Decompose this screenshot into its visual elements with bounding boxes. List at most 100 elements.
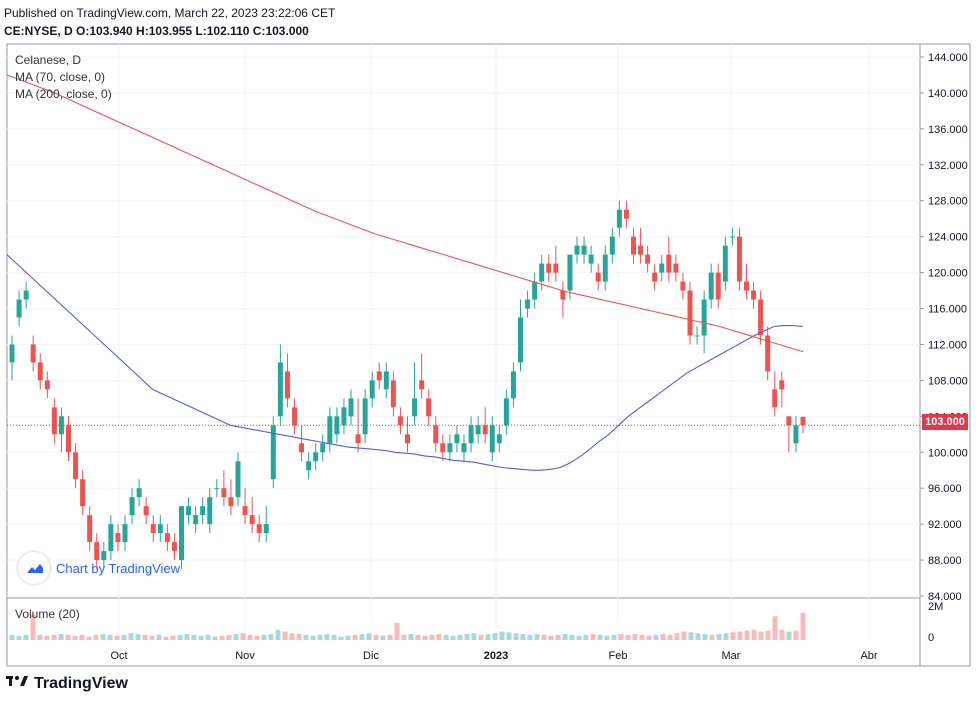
candle-body: [51, 407, 57, 435]
volume-bar: [569, 634, 575, 640]
chart-legend: Celanese, D MA (70, close, 0) MA (200, c…: [15, 52, 112, 103]
candle-body: [631, 236, 636, 255]
volume-bar: [464, 634, 470, 640]
candle-body: [369, 380, 375, 399]
volume-bar: [275, 629, 281, 640]
candle-body: [503, 398, 509, 426]
volume-bar: [415, 634, 421, 640]
candle-body: [595, 272, 601, 282]
volume-tick-label: 2M: [928, 601, 943, 613]
ma200-legend: MA (200, close, 0): [15, 87, 112, 101]
volume-bar: [86, 636, 92, 640]
candle-body: [510, 371, 516, 399]
candle-body: [249, 515, 255, 525]
volume-bar: [135, 634, 141, 640]
candle-body: [397, 416, 403, 426]
volume-bar: [156, 634, 162, 640]
candle-body: [30, 344, 36, 363]
volume-bar: [37, 634, 43, 640]
candle-body: [800, 416, 806, 426]
candle-body: [221, 488, 227, 498]
volume-bar: [688, 632, 694, 640]
footer-brand[interactable]: TradingView: [6, 674, 128, 693]
volume-bar: [744, 630, 750, 640]
candle-body: [461, 443, 467, 453]
candle-body: [66, 425, 71, 453]
candle-body: [80, 479, 86, 507]
volume-bar: [562, 634, 568, 640]
volume-bar: [149, 635, 155, 640]
candle-body: [200, 506, 206, 516]
cloud-icon: [18, 552, 50, 584]
volume-bar: [16, 635, 22, 640]
candle-body: [292, 407, 297, 426]
candle-body: [171, 542, 177, 552]
volume-bar: [93, 634, 99, 640]
last-price-tag: 103.000: [922, 414, 968, 430]
candle-body: [729, 236, 735, 238]
candle-body: [37, 362, 43, 381]
volume-bar: [478, 634, 484, 640]
volume-bar: [170, 635, 176, 640]
candle-body: [567, 254, 573, 291]
volume-bar: [765, 630, 771, 640]
volume-bar: [163, 636, 169, 640]
candle-body: [546, 263, 552, 273]
candle-body: [680, 281, 686, 291]
volume-bar: [121, 634, 127, 640]
volume-bar: [408, 634, 414, 640]
candle-body: [334, 416, 340, 435]
y-tick-label: 88.000: [928, 555, 962, 567]
volume-bar: [380, 635, 386, 640]
volume-bar: [240, 633, 246, 640]
volume-bar: [387, 634, 393, 640]
volume-bar: [114, 635, 120, 640]
candle-body: [468, 425, 474, 444]
volume-bar: [310, 635, 316, 640]
ma70-line: [6, 254, 804, 471]
volume-bar: [653, 634, 659, 640]
volume-bar: [198, 635, 204, 640]
candle-body: [454, 434, 460, 444]
volume-bar: [583, 634, 589, 640]
chart-frame: [6, 43, 971, 667]
candle-body: [44, 380, 50, 390]
candle-body: [772, 389, 778, 408]
candle-body: [362, 398, 368, 435]
y-tick-label: 116.000: [928, 304, 967, 316]
volume-bar: [9, 634, 15, 640]
tradingview-watermark[interactable]: Chart by TradingView: [18, 552, 180, 584]
candle-body: [518, 317, 523, 363]
y-tick-label: 96.000: [928, 483, 962, 495]
candle-body: [214, 488, 220, 490]
candle-body: [553, 263, 559, 273]
volume-label: Volume (20): [15, 607, 80, 621]
volume-bar: [317, 634, 323, 640]
volume-bar: [548, 635, 554, 640]
y-tick-label: 92.000: [928, 519, 962, 531]
y-tick-label: 120.000: [928, 268, 968, 280]
volume-bar: [555, 634, 561, 640]
candle-body: [390, 380, 396, 408]
volume-bar: [534, 634, 540, 640]
candle-body: [115, 533, 121, 543]
candle-body: [9, 344, 15, 363]
volume-bar: [373, 634, 379, 640]
volume-bar: [436, 634, 442, 640]
footer-brand-text: TradingView: [34, 674, 128, 692]
candle-body: [94, 542, 100, 561]
candle-body: [136, 488, 142, 498]
candle-body: [193, 515, 199, 525]
candle-body: [320, 443, 326, 453]
candle-body: [412, 398, 418, 417]
candle-body: [383, 371, 389, 390]
ma70-legend: MA (70, close, 0): [15, 70, 106, 84]
candle-body: [574, 245, 580, 255]
candle-body: [793, 425, 799, 444]
volume-bar: [730, 632, 736, 640]
volume-bar: [219, 635, 225, 640]
candle-body: [602, 254, 608, 282]
candle-body: [652, 272, 658, 282]
candle-body: [426, 398, 432, 417]
